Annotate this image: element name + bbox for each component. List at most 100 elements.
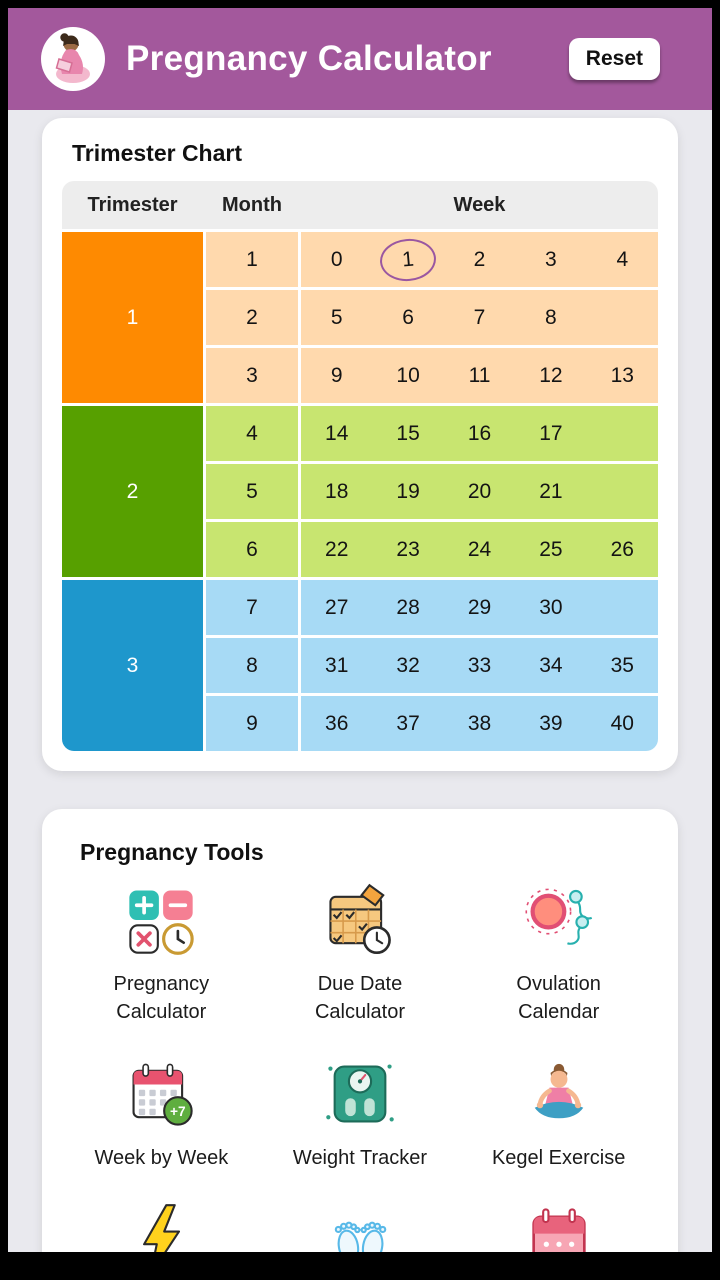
week-cell[interactable]: 40 [610,711,634,735]
tool-baby-feet[interactable] [261,1202,460,1252]
month-cell: 5 [206,464,298,519]
week-cell[interactable]: 28 [396,595,420,619]
week-cell[interactable]: 7 [473,305,486,329]
header-week: Week [453,193,506,216]
tool-label: Week by Week [94,1147,229,1169]
week-cell[interactable]: 36 [325,711,349,735]
trimester-1-cell: 1 [62,232,203,403]
week-cell[interactable]: 20 [467,479,492,503]
kegel-exercise-icon [521,1056,597,1132]
ovulation-calendar-icon [521,882,597,958]
due-date-calculator-icon [322,882,398,958]
week-cell[interactable] [587,464,658,519]
app-header: Pregnancy Calculator Reset [8,8,712,110]
week-cell[interactable]: 12 [539,363,563,387]
week-cell[interactable]: 27 [325,595,349,619]
trimester-chart-card: Trimester Chart Trimester Month Week 1 1… [42,118,678,771]
week-cell[interactable]: 29 [467,595,492,619]
month-cell: 7 [206,580,298,635]
week-row: 36 37 38 39 40 [301,696,658,751]
week-cell[interactable]: 18 [325,479,349,503]
week-cell[interactable]: 35 [610,653,634,677]
month-cell: 6 [206,522,298,577]
weight-tracker-icon [322,1056,398,1132]
pregnancy-calculator-icon [123,882,199,958]
trimester-chart-title: Trimester Chart [72,140,243,166]
week-cell[interactable]: 37 [396,711,420,735]
week-cell[interactable]: 6 [402,305,414,329]
week-cell[interactable]: 23 [396,537,420,561]
week-cell[interactable]: 25 [539,537,563,561]
week-cell[interactable]: 30 [539,595,563,619]
week-cell[interactable]: 22 [325,537,349,561]
tool-label: Due Date Calculator [314,973,405,1023]
week-cell[interactable]: 2 [473,247,486,271]
week-cell[interactable]: 5 [330,305,343,329]
week-cell[interactable]: 39 [539,711,563,735]
header-trimester: Trimester [87,193,178,216]
week-cell[interactable]: 8 [545,305,557,329]
week-cell[interactable]: 15 [396,421,420,445]
week-cell[interactable]: 14 [325,421,349,445]
week-cell[interactable]: 16 [467,421,492,445]
month-cell: 4 [206,406,298,461]
pregnancy-tools-card: Pregnancy Tools Pregnancy Calculato [42,809,678,1252]
app-screen: Pregnancy Calculator Reset Trimester Cha… [8,8,712,1252]
week-row: 22 23 24 25 26 [301,522,658,577]
week-cell[interactable]: 4 [616,247,629,271]
tool-week-by-week[interactable]: +7 Week by Week [62,1056,261,1172]
week-cell[interactable]: 13 [610,363,634,387]
week-cell[interactable]: 38 [467,711,492,735]
tool-period-calendar[interactable] [459,1202,658,1252]
week-cell[interactable]: 3 [545,247,557,271]
week-row: 31 32 33 34 35 [301,638,658,693]
tool-label: Pregnancy Calculator [113,973,210,1023]
week-row: 18 19 20 21 [301,464,658,519]
week-cell[interactable]: 9 [330,363,343,387]
reset-button[interactable]: Reset [568,38,660,80]
pregnancy-tools-title: Pregnancy Tools [80,839,264,865]
week-cell[interactable]: 33 [467,653,492,677]
tools-grid: Pregnancy Calculator Due Date Calculator [62,882,658,1252]
tool-power-bolt[interactable] [62,1202,261,1252]
week-cell[interactable]: 19 [396,479,420,503]
tool-kegel-exercise[interactable]: Kegel Exercise [459,1056,658,1172]
tool-weight-tracker[interactable]: Weight Tracker [261,1056,460,1172]
month-cell: 2 [206,290,298,345]
week-row: 27 28 29 30 [301,580,658,635]
week-cell[interactable]: 24 [467,537,492,561]
tool-label: Weight Tracker [292,1147,428,1169]
month-cell: 3 [206,348,298,403]
trimester-3-cell: 3 [62,580,203,751]
table-header-row: Trimester Month Week [62,181,658,229]
power-bolt-icon [123,1202,199,1252]
week-cell[interactable]: 31 [325,653,349,677]
week-cell[interactable] [587,406,658,461]
month-cell: 8 [206,638,298,693]
week-cell[interactable]: 21 [539,479,563,503]
week-row: 5 6 7 8 [301,290,658,345]
tool-ovulation-calendar[interactable]: Ovulation Calendar [459,882,658,1026]
period-calendar-icon [521,1202,597,1252]
app-title: Pregnancy Calculator [126,39,492,78]
week-cell[interactable]: 34 [539,653,563,677]
week-cell[interactable] [587,580,658,635]
week-cell[interactable]: 26 [610,537,634,561]
week-cell-selected[interactable]: 1 [378,236,438,283]
trimester-2-cell: 2 [62,406,203,577]
week-cell[interactable] [587,290,658,345]
week-row: 14 15 16 17 [301,406,658,461]
week-cell[interactable]: 32 [396,653,420,677]
month-cell: 1 [206,232,298,287]
tool-due-date-calculator[interactable]: Due Date Calculator [261,882,460,1026]
tool-label: Ovulation Calendar [516,973,601,1023]
month-cell: 9 [206,696,298,751]
trimester-table: Trimester Month Week 1 1 0 1 2 3 4 2 5 6… [62,181,658,751]
week-cell[interactable]: 17 [539,421,563,445]
baby-feet-icon [322,1202,398,1252]
week-cell[interactable]: 11 [468,363,491,387]
tool-pregnancy-calculator[interactable]: Pregnancy Calculator [62,882,261,1026]
week-cell[interactable]: 10 [396,363,420,387]
week-cell[interactable]: 0 [330,247,343,271]
week-row: 0 1 2 3 4 [301,232,658,287]
